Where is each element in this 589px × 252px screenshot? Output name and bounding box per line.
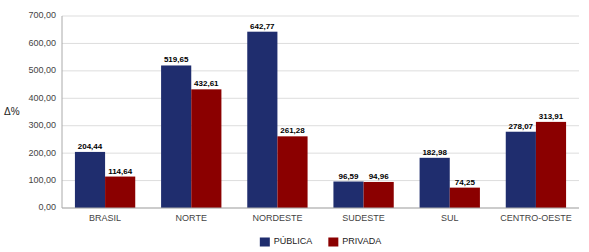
grid-line [62, 153, 579, 154]
data-labels: 204,44 519,65 642,77 96,59 182,98 278,07 114,6… [78, 22, 564, 187]
data-label: 204,44 [78, 142, 103, 151]
bar [105, 177, 135, 208]
bar [506, 132, 536, 208]
data-label: 278,07 [509, 122, 534, 131]
bar [333, 182, 363, 208]
bar [450, 188, 480, 208]
x-tick-label: BRASIL [89, 213, 121, 223]
y-tick-label: 0,00 [38, 202, 56, 212]
data-label: 519,65 [164, 55, 189, 64]
y-tick-label: 600,00 [28, 38, 56, 48]
data-label: 642,77 [250, 22, 275, 31]
bar [191, 89, 221, 208]
x-tick-label: SUL [441, 213, 459, 223]
bar [364, 182, 394, 208]
bar [277, 136, 307, 208]
grid-line [62, 16, 579, 17]
grid-line [62, 70, 579, 71]
y-tick-label: 200,00 [28, 148, 56, 158]
bar [75, 152, 105, 208]
y-tick-label: 500,00 [28, 65, 56, 75]
legend-label: PÚBLICA [274, 236, 313, 246]
x-tick-label: SUDESTE [342, 213, 385, 223]
data-label: 94,96 [369, 172, 390, 181]
data-label: 182,98 [422, 148, 447, 157]
y-tick-label: 300,00 [28, 120, 56, 130]
data-label: 74,25 [455, 178, 476, 187]
grid-line [62, 208, 579, 209]
x-tick-label: CENTRO-OESTE [500, 213, 572, 223]
chart-svg: 0,00 100,00 200,00 300,00 400,00 500,00 600,00… [0, 0, 589, 252]
y-axis-label: Δ% [4, 106, 20, 117]
bar [161, 65, 191, 208]
data-label: 261,28 [280, 126, 305, 135]
bar [536, 122, 566, 208]
legend-swatch [328, 238, 338, 247]
grid-line [62, 43, 579, 44]
grid-line [62, 98, 579, 99]
legend-label: PRIVADA [342, 236, 381, 246]
y-tick-label: 700,00 [28, 10, 56, 20]
x-tick-label: NORDESTE [252, 213, 302, 223]
grid [62, 16, 579, 208]
bar [247, 32, 277, 208]
y-axis-line [62, 16, 63, 208]
legend-swatch [260, 238, 270, 247]
data-label: 432,61 [194, 79, 219, 88]
bars [75, 32, 566, 208]
x-axis-line [62, 208, 579, 209]
x-tick-label: NORTE [176, 213, 207, 223]
chart-container: 0,00 100,00 200,00 300,00 400,00 500,00 600,00… [0, 0, 589, 252]
y-tick-label: 100,00 [28, 175, 56, 185]
grid-line [62, 180, 579, 181]
data-label: 96,59 [338, 172, 359, 181]
grid-line [62, 125, 579, 126]
bar [420, 158, 450, 208]
data-label: 114,64 [108, 167, 133, 176]
legend: PÚBLICA PRIVADA [260, 236, 381, 246]
y-tick-label: 400,00 [28, 93, 56, 103]
data-label: 313,91 [539, 112, 564, 121]
